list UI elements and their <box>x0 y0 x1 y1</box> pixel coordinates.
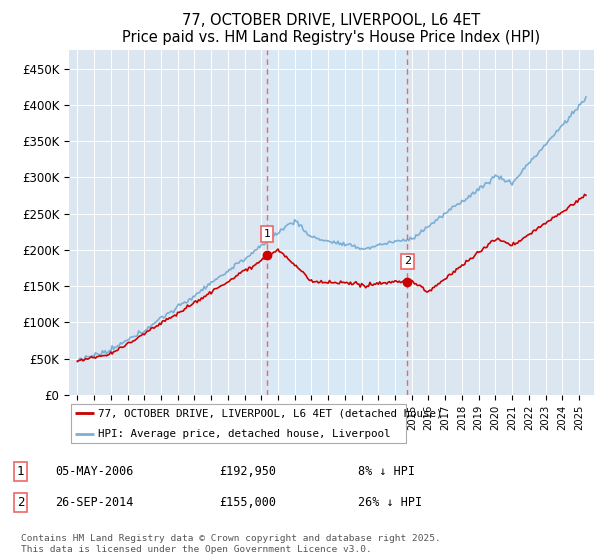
Title: 77, OCTOBER DRIVE, LIVERPOOL, L6 4ET
Price paid vs. HM Land Registry's House Pri: 77, OCTOBER DRIVE, LIVERPOOL, L6 4ET Pri… <box>122 13 541 45</box>
Text: Contains HM Land Registry data © Crown copyright and database right 2025.
This d: Contains HM Land Registry data © Crown c… <box>20 534 440 554</box>
Text: 77, OCTOBER DRIVE, LIVERPOOL, L6 4ET (detached house): 77, OCTOBER DRIVE, LIVERPOOL, L6 4ET (de… <box>98 408 442 418</box>
Text: 2: 2 <box>17 496 25 509</box>
Text: 8% ↓ HPI: 8% ↓ HPI <box>358 465 415 478</box>
Bar <box>267 50 407 395</box>
Text: 26% ↓ HPI: 26% ↓ HPI <box>358 496 422 509</box>
FancyBboxPatch shape <box>71 404 406 443</box>
Text: £155,000: £155,000 <box>220 496 277 509</box>
Text: 1: 1 <box>263 229 271 239</box>
Text: £192,950: £192,950 <box>220 465 277 478</box>
Text: 05-MAY-2006: 05-MAY-2006 <box>55 465 134 478</box>
Text: 26-SEP-2014: 26-SEP-2014 <box>55 496 134 509</box>
Text: 1: 1 <box>17 465 25 478</box>
Text: 2: 2 <box>404 256 411 267</box>
Text: HPI: Average price, detached house, Liverpool: HPI: Average price, detached house, Live… <box>98 430 391 439</box>
